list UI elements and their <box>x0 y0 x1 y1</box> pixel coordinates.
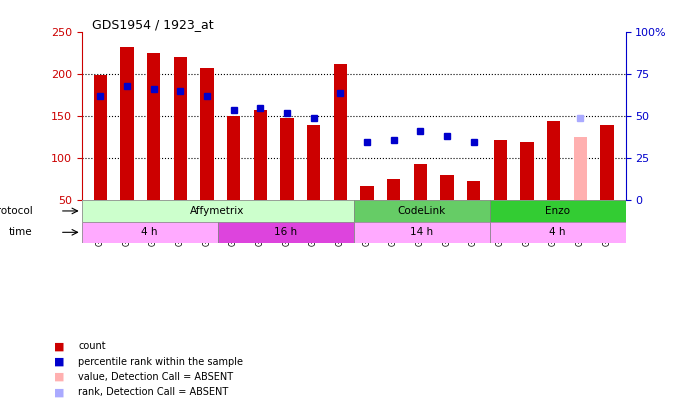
Bar <box>354 200 490 222</box>
Bar <box>120 47 133 200</box>
Text: percentile rank within the sample: percentile rank within the sample <box>78 357 243 367</box>
Bar <box>490 222 626 243</box>
Bar <box>440 175 454 200</box>
Bar <box>600 125 613 200</box>
Bar <box>82 222 218 243</box>
Bar <box>574 137 587 200</box>
Text: protocol: protocol <box>0 206 33 216</box>
Bar <box>254 111 267 200</box>
Text: count: count <box>78 341 106 351</box>
Text: CodeLink: CodeLink <box>398 206 445 216</box>
Bar <box>307 125 320 200</box>
Text: ■: ■ <box>54 388 65 397</box>
Text: Affymetrix: Affymetrix <box>190 206 245 216</box>
Bar <box>354 222 490 243</box>
Text: ■: ■ <box>54 357 65 367</box>
Bar <box>173 57 187 200</box>
Text: Enzo: Enzo <box>545 206 570 216</box>
Text: 4 h: 4 h <box>549 227 566 237</box>
Bar <box>147 53 160 200</box>
Bar <box>490 200 626 222</box>
Bar <box>360 186 373 200</box>
Text: 14 h: 14 h <box>410 227 433 237</box>
Text: ■: ■ <box>54 372 65 382</box>
Text: GDS1954 / 1923_at: GDS1954 / 1923_at <box>92 18 214 31</box>
Text: 16 h: 16 h <box>274 227 297 237</box>
Bar <box>218 222 354 243</box>
Bar <box>413 164 427 200</box>
Bar <box>520 141 534 200</box>
Text: 4 h: 4 h <box>141 227 158 237</box>
Bar <box>547 121 560 200</box>
Bar <box>280 118 294 200</box>
Bar <box>201 68 214 200</box>
Bar <box>94 75 107 200</box>
Bar <box>82 200 354 222</box>
Text: value, Detection Call = ABSENT: value, Detection Call = ABSENT <box>78 372 233 382</box>
Text: rank, Detection Call = ABSENT: rank, Detection Call = ABSENT <box>78 388 228 397</box>
Text: time: time <box>9 227 33 237</box>
Text: ■: ■ <box>54 341 65 351</box>
Bar <box>387 179 401 200</box>
Bar <box>494 140 507 200</box>
Bar <box>227 116 240 200</box>
Bar <box>334 64 347 200</box>
Bar <box>574 137 587 200</box>
Bar <box>467 181 480 200</box>
